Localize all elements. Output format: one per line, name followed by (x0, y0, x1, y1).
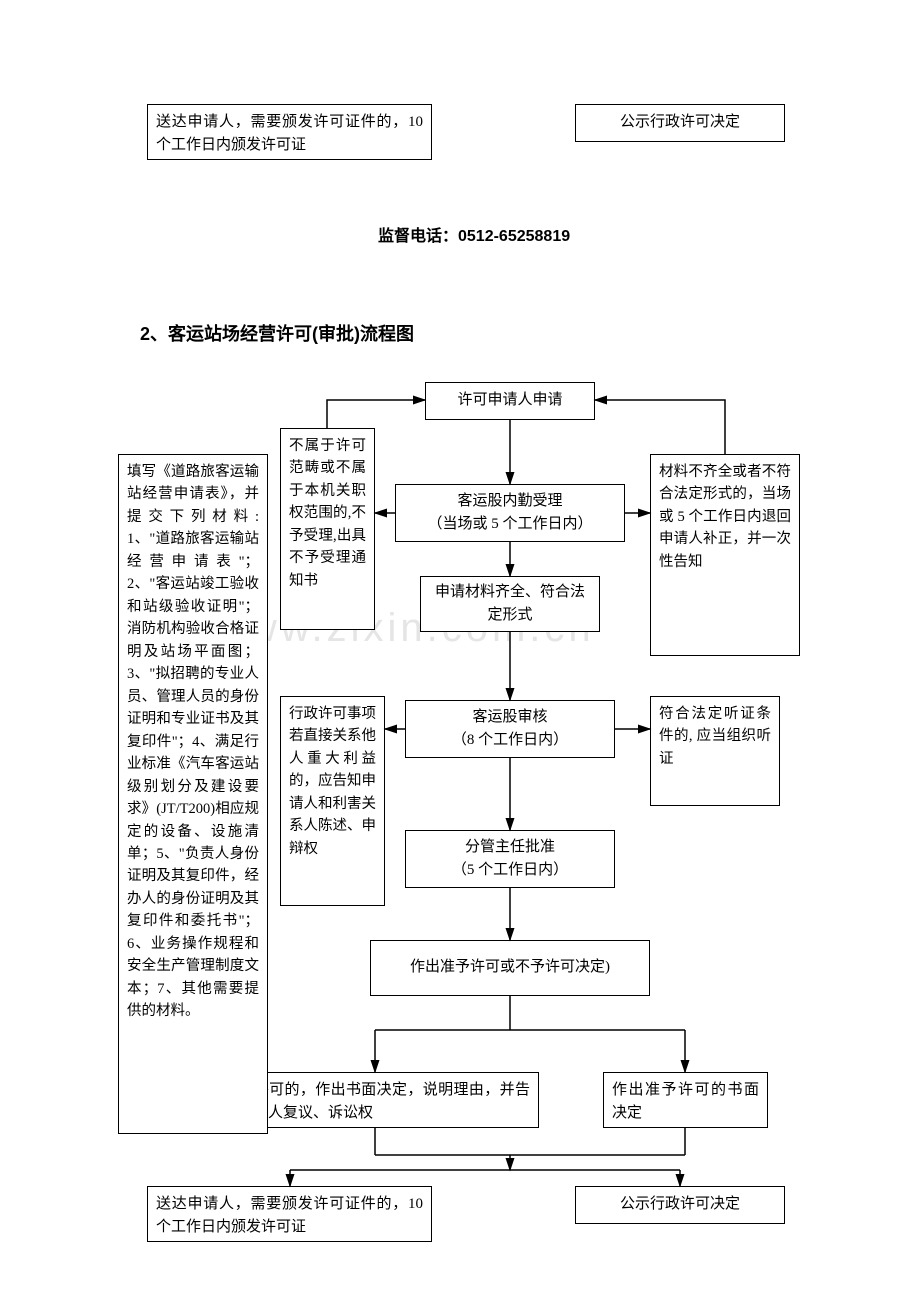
node-accept: 客运股内勤受理 （当场或 5 个工作日内） (395, 484, 625, 542)
node-no-scope: 不属于许可范畴或不属于本机关职权范围的,不予受理,出具不予受理通知书 (280, 428, 375, 630)
page-canvas: www.zixin.com.cn 送达申请人，需要颁发许可证件的，10 个工作日… (0, 0, 920, 1302)
node-start: 许可申请人申请 (425, 382, 595, 420)
top-box-deliver: 送达申请人，需要颁发许可证件的，10 个工作日内颁发许可证 (147, 104, 432, 160)
node-decide: 作出准予许可或不予许可决定) (370, 940, 650, 996)
node-grant-out: 作出准予许可的书面决定 (603, 1072, 768, 1128)
node-review: 客运股审核 （8 个工作日内） (405, 700, 615, 758)
node-approve: 分管主任批准 （5 个工作日内） (405, 830, 615, 888)
node-incomplete: 材料不齐全或者不符合法定形式的，当场或 5 个工作日内退回申请人补正，并一次性告… (650, 454, 800, 656)
flowchart-heading: 2、客运站场经营许可(审批)流程图 (140, 320, 414, 346)
node-materials-list: 填写《道路旅客运输站经营申请表》，并提交下列材料: 1、"道路旅客运输站经营申请… (118, 454, 268, 1134)
node-direct-interest: 行政许可事项若直接关系他人重大利益的，应告知申请人和利害关系人陈述、申辩权 (280, 696, 385, 906)
top-box-publish: 公示行政许可决定 (575, 104, 785, 142)
node-deliver: 送达申请人，需要颁发许可证件的，10 个工作日内颁发许可证 (147, 1186, 432, 1242)
node-hearing: 符合法定听证条件的, 应当组织听证 (650, 696, 780, 806)
node-publish: 公示行政许可决定 (575, 1186, 785, 1224)
supervision-phone: 监督电话：0512-65258819 (378, 222, 570, 246)
node-complete: 申请材料齐全、符合法定形式 (420, 576, 600, 632)
